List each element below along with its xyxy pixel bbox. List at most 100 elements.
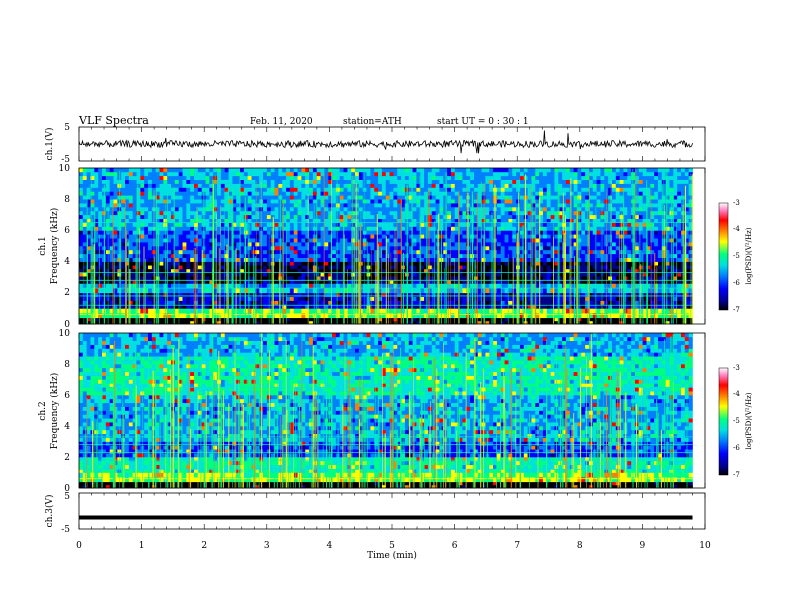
spectrogram-cell <box>420 308 425 314</box>
spectrogram-cell <box>677 234 682 239</box>
spectrogram-cell <box>473 308 479 314</box>
spectrogram-cell <box>450 317 456 322</box>
spectrogram-cell <box>320 320 325 325</box>
ch1-spectrogram-cells <box>78 168 693 325</box>
spectrogram-cell <box>324 265 329 270</box>
spectrogram-cell <box>539 317 544 322</box>
spectrogram-cell <box>98 317 103 322</box>
spectrogram-cell <box>289 222 295 227</box>
spectrogram-cell <box>194 304 199 309</box>
spectrogram-cell <box>232 276 237 281</box>
spectrogram-cell <box>527 238 532 243</box>
spectrogram-cell <box>136 246 141 251</box>
spectrogram-cell <box>489 317 494 322</box>
spectrogram-cell <box>596 230 601 235</box>
spectrogram-cell <box>240 308 245 314</box>
spectrogram-cell <box>335 288 341 294</box>
spectrogram-cell <box>642 272 647 277</box>
spectrogram-cell <box>654 276 659 281</box>
spectrogram-cell <box>232 279 237 284</box>
spectrogram-cell <box>194 288 199 294</box>
spectrogram-cell <box>205 313 210 319</box>
spectrogram-cell <box>585 288 590 294</box>
spectrogram-cell <box>355 283 360 289</box>
spectrogram-cell <box>240 283 245 289</box>
spectrogram-cell <box>535 308 540 314</box>
spectrogram-cell <box>339 296 344 301</box>
spectrogram-cell <box>477 265 482 270</box>
spectrogram-cell <box>646 279 651 284</box>
spectrogram-cell <box>171 272 176 277</box>
spectrogram-cell <box>535 320 540 325</box>
spectrogram-cell <box>554 276 559 281</box>
spectrogram-cell <box>351 317 356 322</box>
spectrogram-cell <box>240 238 245 243</box>
spectrogram-cell <box>431 230 436 235</box>
spectrogram-cell <box>424 276 429 281</box>
spectrogram-cell <box>178 249 183 255</box>
spectrogram-cell <box>577 234 582 239</box>
spectrogram-cell <box>416 313 421 319</box>
spectrogram-cell <box>542 249 548 255</box>
spectrogram-cell <box>144 214 149 219</box>
spectrogram-cell <box>182 288 187 294</box>
spectrogram-cell <box>159 308 164 314</box>
spectrogram-cell <box>247 288 252 294</box>
spectrogram-cell <box>159 300 164 305</box>
spectrogram-cell <box>190 320 195 325</box>
spectrogram-cell <box>654 272 659 277</box>
spectrogram-cell <box>424 230 429 235</box>
spectrogram-cell <box>450 222 456 227</box>
spectrogram-cell <box>347 304 352 309</box>
spectrogram-cell <box>243 210 248 216</box>
spectrogram-cell <box>381 246 387 251</box>
spectrogram-cell <box>182 265 187 270</box>
spectrogram-cell <box>297 268 302 273</box>
spectrogram-cell <box>289 317 295 322</box>
spectrogram-cell <box>627 320 632 325</box>
spectrogram-cell <box>232 268 237 273</box>
spectrogram-cell <box>454 304 459 309</box>
spectrogram-cell <box>550 249 555 255</box>
spectrogram-cell <box>167 234 172 239</box>
spectrogram-cell <box>136 292 141 297</box>
spectrogram-cell <box>301 320 306 325</box>
spectrogram-cell <box>174 308 179 314</box>
spectrogram-cell <box>209 304 214 309</box>
spectrogram-cell <box>454 283 459 289</box>
spectrogram-cell <box>370 265 375 270</box>
spectrogram-cell <box>569 249 574 255</box>
spectrogram-cell <box>316 265 321 270</box>
spectrogram-cell <box>136 238 141 243</box>
spectrogram-cell <box>251 242 256 247</box>
spectrogram-cell <box>197 257 202 262</box>
spectrogram-cell <box>439 210 444 216</box>
spectrogram-cell <box>320 296 325 301</box>
spectrogram-cell <box>182 292 187 297</box>
spectrogram-cell <box>148 234 153 239</box>
spectrogram-cell <box>585 276 590 281</box>
spectrogram-cell <box>159 265 164 270</box>
spectrogram-cell <box>197 246 202 251</box>
spectrogram-cell <box>393 276 398 281</box>
spectrogram-cell <box>462 249 467 255</box>
spectrogram-cell <box>236 304 241 309</box>
spectrogram-cell <box>286 288 291 294</box>
spectrogram-cell <box>608 268 613 273</box>
spectrogram-cell <box>82 234 87 239</box>
spectrogram-cell <box>592 268 597 273</box>
spectrogram-cell <box>263 308 268 314</box>
spectrogram-cell <box>650 308 655 314</box>
spectrogram-cell <box>508 308 513 314</box>
spectrogram-cell <box>370 210 375 216</box>
spectrogram-cell <box>592 320 597 325</box>
spectrogram-cell <box>297 296 302 301</box>
spectrogram-cell <box>144 222 149 227</box>
spectrogram-cell <box>577 288 582 294</box>
spectrogram-cell <box>500 283 505 289</box>
spectrogram-cell <box>677 246 682 251</box>
spectrogram-cell <box>178 214 183 219</box>
spectrogram-cell <box>542 283 548 289</box>
spectrogram-cell <box>243 230 248 235</box>
spectrogram-cell <box>504 249 509 255</box>
